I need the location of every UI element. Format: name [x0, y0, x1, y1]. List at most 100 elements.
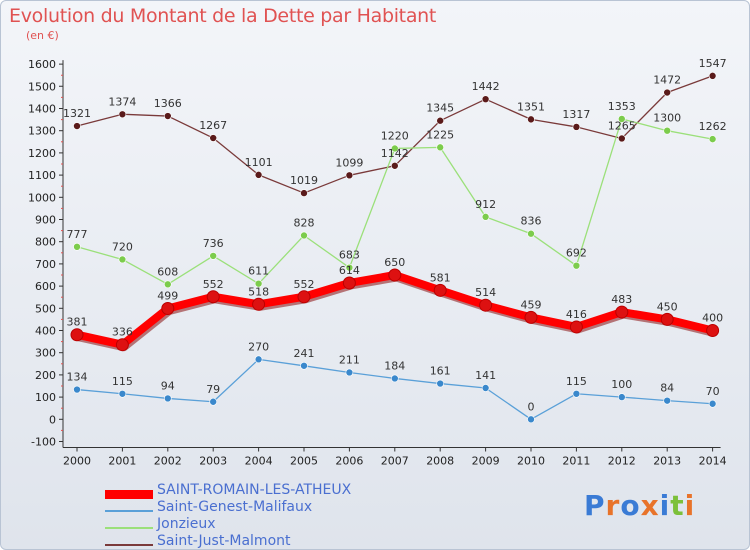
data-point — [388, 268, 402, 282]
data-point — [569, 320, 583, 334]
data-label: 1262 — [699, 120, 727, 133]
x-tick-label: 2009 — [472, 455, 500, 468]
data-point — [527, 415, 535, 424]
legend-swatch — [105, 510, 153, 512]
legend-swatch — [105, 544, 153, 546]
data-point — [433, 283, 447, 297]
data-point — [615, 305, 629, 319]
y-tick-label: 1300 — [28, 125, 56, 138]
logo-letter: P — [584, 489, 606, 522]
x-tick-label: 2007 — [381, 455, 409, 468]
data-label: 552 — [203, 278, 224, 291]
data-label: 518 — [248, 285, 269, 298]
x-tick-label: 2004 — [245, 455, 273, 468]
data-label: 1345 — [426, 102, 454, 115]
data-point — [254, 279, 263, 288]
data-label: 84 — [660, 382, 674, 395]
data-point — [663, 88, 672, 97]
data-point — [73, 385, 81, 394]
data-point — [660, 312, 674, 326]
y-tick-label: 1100 — [28, 169, 56, 182]
data-label: 450 — [657, 300, 678, 313]
data-point — [481, 213, 490, 221]
data-point — [300, 189, 308, 197]
data-label: 1472 — [653, 74, 681, 87]
data-point — [254, 355, 263, 364]
data-point — [300, 361, 308, 370]
data-label: 836 — [521, 215, 542, 228]
data-label: 161 — [430, 365, 451, 378]
data-label: 483 — [611, 293, 632, 306]
x-tick-label: 2011 — [562, 455, 590, 468]
data-label: 1265 — [608, 119, 636, 132]
data-label: 336 — [112, 326, 133, 339]
data-point — [572, 389, 581, 398]
data-label: 270 — [248, 340, 269, 353]
y-tick-label: 400 — [35, 325, 56, 338]
y-tick-label: 1600 — [28, 58, 56, 71]
data-point — [390, 144, 399, 153]
data-point — [115, 338, 129, 352]
data-label: 79 — [206, 383, 220, 396]
logo-letter: x — [640, 489, 660, 522]
data-point — [708, 135, 717, 143]
y-tick-label: -100 — [31, 436, 56, 449]
data-label: 211 — [339, 353, 360, 366]
data-point — [572, 261, 581, 270]
data-label: 514 — [475, 286, 496, 299]
data-label: 683 — [339, 249, 360, 262]
x-tick-label: 2014 — [699, 455, 727, 468]
data-label: 692 — [566, 247, 587, 260]
data-point — [161, 302, 175, 316]
data-point — [390, 374, 399, 383]
data-point — [118, 110, 127, 119]
data-point — [164, 280, 172, 289]
data-point — [70, 328, 84, 342]
y-tick-label: 700 — [35, 258, 56, 271]
data-point — [481, 95, 490, 103]
data-label: 115 — [566, 375, 587, 388]
data-point — [436, 116, 445, 125]
x-tick-label: 2001 — [108, 455, 136, 468]
x-tick-label: 2003 — [199, 455, 227, 468]
data-point — [708, 72, 717, 80]
data-label: 1547 — [699, 57, 727, 70]
data-point — [252, 297, 266, 311]
data-label: 100 — [611, 378, 632, 391]
data-label: 141 — [475, 369, 496, 382]
data-label: 241 — [294, 347, 315, 360]
data-label: 0 — [528, 400, 535, 413]
data-point — [617, 134, 626, 143]
data-point — [118, 255, 127, 264]
data-label: 736 — [203, 237, 224, 250]
logo-letter: t — [670, 489, 685, 522]
y-tick-label: 800 — [35, 236, 56, 249]
data-point — [209, 134, 217, 142]
data-point — [524, 310, 538, 324]
data-point — [481, 384, 490, 392]
data-label: 184 — [384, 359, 405, 372]
y-tick-label: 0 — [49, 413, 56, 426]
x-tick-label: 2012 — [608, 455, 636, 468]
data-label: 1220 — [381, 129, 409, 142]
x-tick-label: 2006 — [335, 455, 363, 468]
data-point — [164, 394, 172, 403]
legend-label: SAINT-ROMAIN-LES-ATHEUX — [157, 482, 352, 498]
y-tick-label: 100 — [35, 391, 56, 404]
data-label: 381 — [67, 316, 88, 329]
data-point — [436, 379, 445, 388]
y-tick-label: 500 — [35, 302, 56, 315]
data-label: 1142 — [381, 147, 409, 160]
data-label: 614 — [339, 264, 360, 277]
logo-letter: o — [620, 489, 641, 522]
data-label: 1019 — [290, 174, 318, 187]
data-label: 720 — [112, 240, 133, 253]
legend-swatch — [105, 490, 153, 499]
data-label: 499 — [157, 290, 178, 303]
data-point — [342, 276, 356, 290]
data-label: 416 — [566, 308, 587, 321]
data-label: 1267 — [199, 119, 227, 132]
data-label: 611 — [248, 265, 269, 278]
